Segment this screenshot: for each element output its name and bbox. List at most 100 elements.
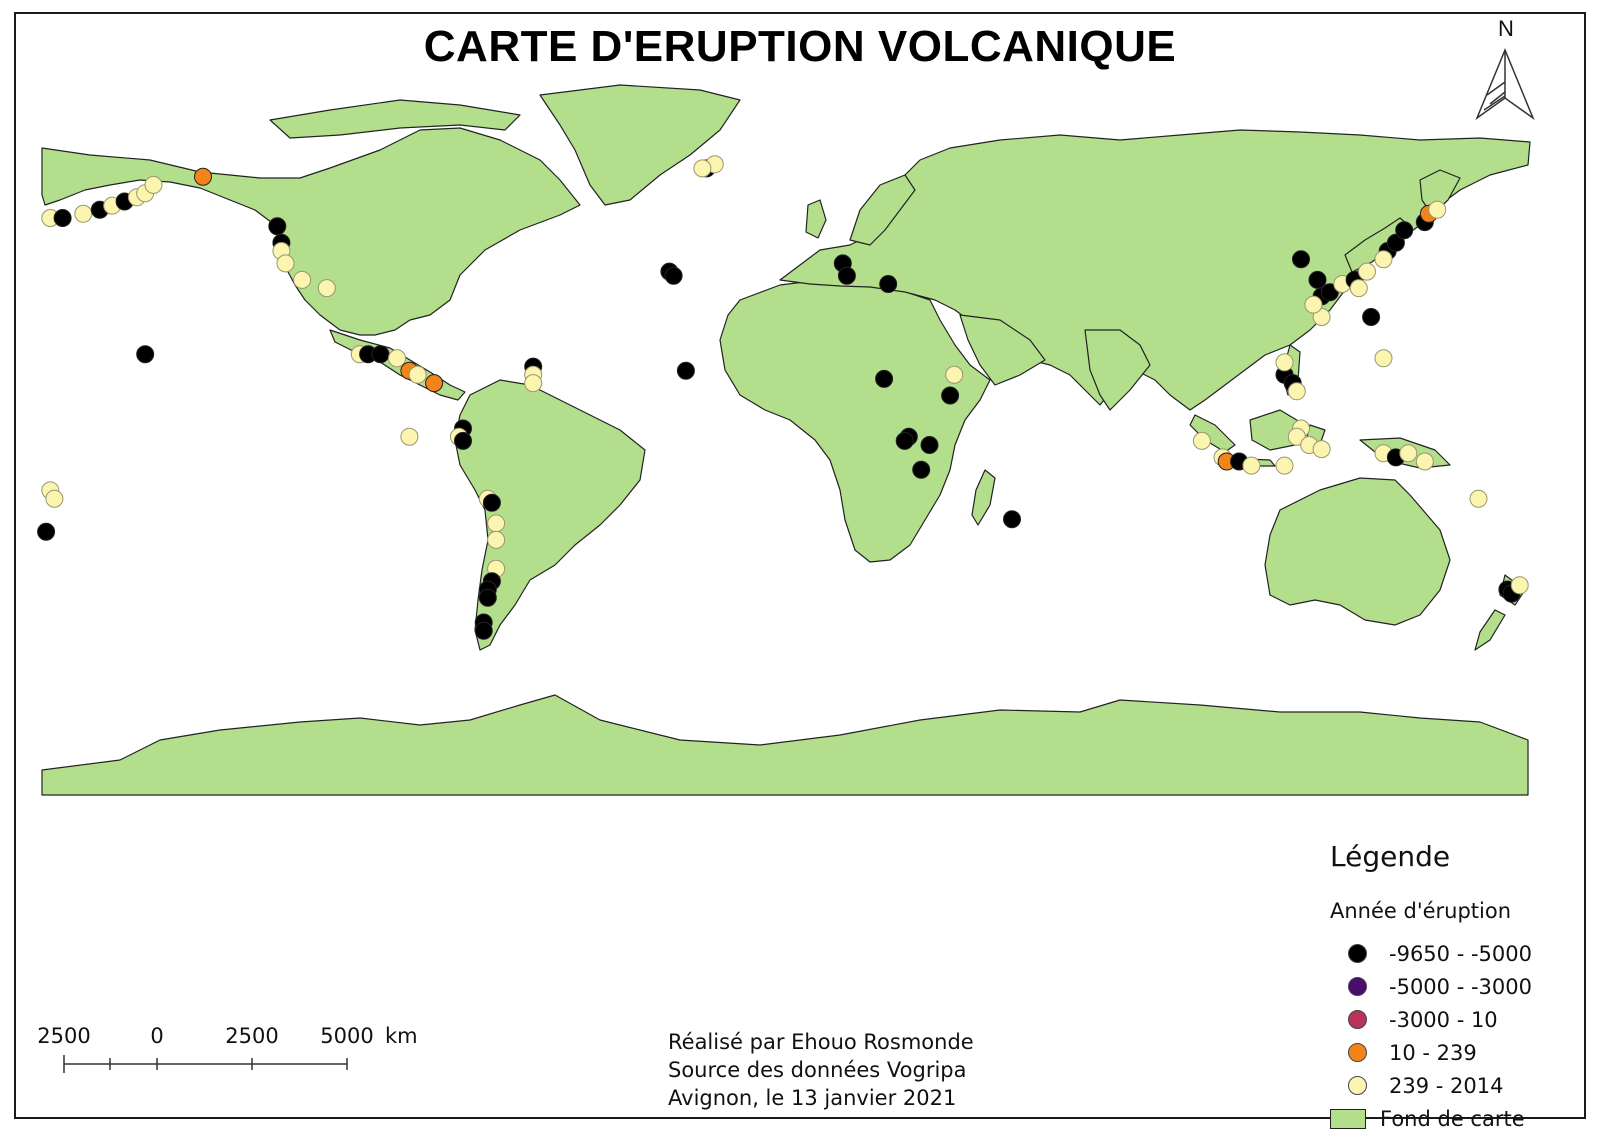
eruption-point [74,204,93,223]
legend-label: Fond de carte [1380,1106,1525,1131]
eruption-point [293,270,312,289]
eruption-point [676,361,695,380]
legend-label: 10 - 239 [1389,1040,1477,1065]
eruption-point [1469,489,1488,508]
eruption-point [268,217,287,236]
eruption-point [371,345,390,364]
eruption-point [1349,279,1368,298]
legend-item: 239 - 2014 [1330,1069,1570,1102]
north-america-landmass [41,127,581,336]
north-label: N [1498,16,1514,41]
legend-item: -3000 - 10 [1330,1003,1570,1036]
eruption-point [1287,382,1306,401]
eruption-point [487,514,506,533]
legend-label: -5000 - -3000 [1389,974,1532,999]
eruption-point [1287,427,1306,446]
australia-landmass [1264,477,1451,626]
legend-title: Légende [1330,840,1451,873]
eruption-point [408,365,427,384]
eruption-point [1320,283,1339,302]
eruption-point [524,374,543,393]
eruption-point [1308,270,1327,289]
eruption-point [136,345,155,364]
eruption-point [945,365,964,384]
eruption-point [388,349,406,368]
arabian-peninsula [959,314,1046,386]
basemap-swatch [1330,1108,1366,1129]
eruption-point [1395,221,1414,240]
eruption-point [1362,308,1381,326]
scale-tick-label: 0 [150,1024,164,1048]
credit-place-date: Avignon, le 13 janvier 2021 [668,1086,957,1110]
legend-label: -9650 - -5000 [1389,941,1532,966]
eruption-point [276,254,295,273]
legend-label: 239 - 2014 [1389,1073,1504,1098]
eruption-point [1312,440,1331,459]
south-america-landmass [454,379,646,651]
eruption-point [837,266,856,285]
eruption-point [1428,200,1447,219]
eruption-point [454,431,472,450]
scandinavia [849,174,916,246]
eruption-point [1374,349,1393,368]
eruption-point [912,460,931,479]
eruption-point [1415,452,1434,471]
scale-tick-label: 2500 [37,1024,91,1048]
eruption-point [482,493,501,512]
eruption-point [53,209,72,227]
eruption-point [879,275,898,293]
eruption-point [1275,353,1294,372]
legend-swatch [1348,1076,1367,1095]
eruption-point [1003,510,1021,529]
eruption-point [1358,262,1376,281]
antarctica [41,694,1529,796]
map-title: CARTE D'ERUPTION VOLCANIQUE [423,22,1177,71]
legend-item: -5000 - -3000 [1330,970,1570,1003]
eruption-point [1386,233,1405,252]
indian-subcontinent [1084,329,1151,411]
british-isles [805,199,827,239]
eruption-point [1192,431,1211,450]
eruption-point [425,374,444,393]
scale-unit: km [385,1024,418,1048]
legend-swatch [1348,977,1367,996]
eruption-point [487,530,506,549]
legend-subtitle: Année d'éruption [1330,899,1512,923]
kamchatka [1419,169,1461,216]
eruption-point [478,588,497,607]
madagascar [971,469,996,526]
eruption-point [1242,456,1261,475]
legend-swatch [1348,1010,1367,1029]
eruption-point [941,386,960,405]
eruption-point [474,621,493,640]
legend-swatch [1348,944,1367,963]
eruption-point [664,266,683,285]
eruption-point [1399,444,1418,463]
legend-label: -3000 - 10 [1389,1007,1498,1032]
scale-tick-label: 2500 [225,1024,279,1048]
credit-source: Source des données Vogripa [668,1058,967,1082]
credits: Réalisé par Ehouo Rosmonde Source des do… [668,1028,974,1112]
africa-landmass [719,279,991,563]
eruption-point [144,175,163,194]
legend: Légende Année d'éruption -9650 - -5000 -… [1330,840,1570,1135]
credit-author: Réalisé par Ehouo Rosmonde [668,1030,974,1054]
eruption-point [693,159,712,178]
eruption-points [37,155,1529,640]
eruption-point [1292,250,1310,269]
greenland [539,84,741,206]
arctic-islands [269,99,521,139]
land-basemap [41,84,1531,796]
eruption-point [1374,250,1393,269]
eruption-point [194,167,212,186]
legend-item-basemap: Fond de carte [1330,1102,1570,1135]
scale-bar-line [63,1055,348,1073]
eruption-point [895,431,914,450]
eruption-point [920,436,939,454]
eruption-point [37,522,56,541]
north-arrow-icon [1475,48,1535,121]
legend-item: 10 - 239 [1330,1036,1570,1069]
eruption-point [1510,576,1529,595]
eruption-point [1304,295,1323,314]
